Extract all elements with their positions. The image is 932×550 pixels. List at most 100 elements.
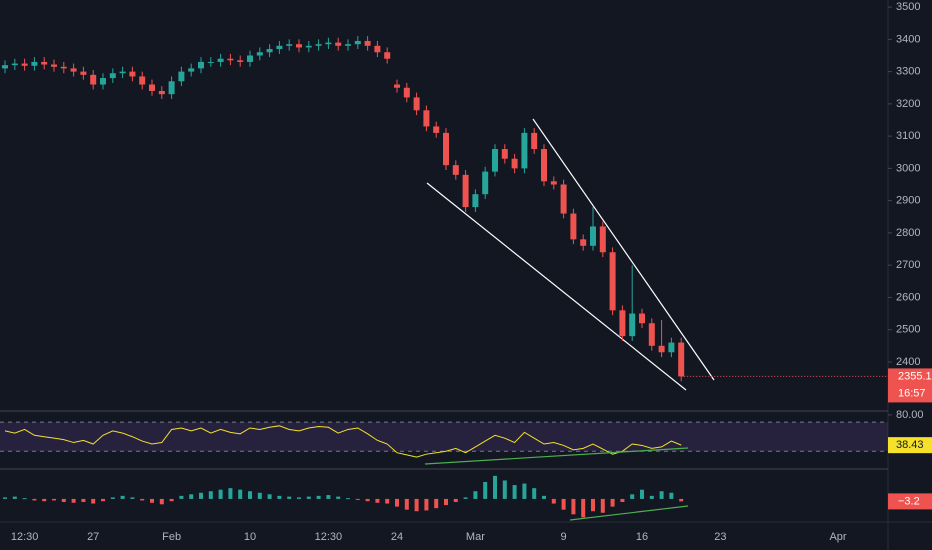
last-price-box — [888, 368, 932, 403]
rsi-line — [4, 425, 682, 458]
histogram-bar — [512, 485, 517, 499]
histogram-bar — [3, 497, 7, 499]
divergence-line — [424, 447, 689, 465]
histogram-bar — [649, 495, 654, 499]
histogram-bar — [179, 495, 184, 499]
x-tick-label: Apr — [829, 531, 846, 543]
histogram-bar — [355, 498, 360, 500]
histogram-bar — [297, 497, 301, 499]
histogram-bar — [130, 497, 135, 499]
rsi-value-box — [888, 437, 932, 454]
x-tick-label: 24 — [391, 531, 403, 543]
y-tick-label: 2500 — [896, 324, 920, 336]
histogram-bar — [571, 498, 576, 515]
histogram-bar — [71, 498, 76, 503]
y-tick-label: 3500 — [896, 1, 920, 13]
candle-body — [590, 226, 596, 246]
candle-body — [482, 171, 489, 195]
histogram-bar — [257, 492, 262, 499]
candle-body — [315, 44, 322, 46]
histogram-bar — [669, 492, 674, 499]
histogram-bar — [551, 498, 556, 504]
candle-body — [433, 126, 440, 133]
histogram-bar — [120, 495, 125, 499]
histogram-bar — [483, 482, 488, 499]
histogram-bar — [346, 498, 350, 500]
candle-body — [237, 60, 244, 62]
histogram-bar — [101, 498, 105, 502]
histogram-bar — [630, 494, 635, 499]
macd-value-label: −3.2 — [898, 495, 920, 507]
histogram-bar — [424, 498, 429, 511]
candle-body — [188, 68, 195, 72]
candle-body — [158, 90, 165, 95]
candle-body — [2, 65, 8, 69]
y-tick-label: 2700 — [896, 259, 920, 271]
x-tick-label: 12:30 — [315, 531, 343, 543]
candle-body — [286, 44, 293, 46]
candle-body — [364, 40, 371, 46]
candle-body — [599, 226, 606, 253]
candle-body — [198, 61, 204, 69]
histogram-bar — [52, 498, 56, 501]
candle-body — [541, 149, 547, 182]
histogram-bar — [493, 475, 497, 499]
candle-body — [276, 45, 283, 50]
histogram-bar — [277, 495, 282, 499]
candle-body — [639, 313, 645, 324]
histogram-bar — [316, 495, 321, 499]
candle-body — [227, 58, 234, 61]
x-tick-label: 16 — [636, 531, 648, 543]
histogram-bar — [199, 492, 203, 499]
histogram-bar — [248, 491, 252, 499]
candle-body — [207, 61, 214, 63]
y-tick-label: 3400 — [896, 33, 920, 45]
histogram-bar — [453, 498, 458, 502]
histogram-bar — [610, 498, 615, 507]
x-tick-label: 12:30 — [11, 531, 39, 543]
candle-body — [80, 71, 87, 75]
x-tick-label: 9 — [561, 531, 567, 543]
histogram-bar — [228, 488, 233, 499]
candle-body — [580, 239, 587, 246]
histogram-bar — [600, 498, 605, 513]
histogram-bar — [414, 498, 419, 512]
y-tick-label: 2400 — [896, 356, 920, 368]
last-price-label: 2355.1 — [898, 370, 932, 382]
candle-body — [658, 345, 665, 353]
candle-body — [139, 76, 146, 85]
histogram-bar — [620, 498, 625, 502]
histogram-bar — [395, 498, 399, 507]
histogram-bar — [169, 498, 174, 502]
candle-body — [629, 313, 636, 337]
x-tick-label: 27 — [87, 531, 99, 543]
x-tick-label: 10 — [244, 531, 256, 543]
histogram-bar — [81, 498, 86, 502]
histogram-bar — [640, 489, 644, 499]
countdown-label: 16:57 — [898, 387, 926, 399]
histogram-bar — [12, 496, 17, 499]
y-tick-label: 3300 — [896, 66, 920, 78]
candle-body — [178, 71, 185, 82]
histogram-bar — [375, 498, 380, 503]
candle-body — [345, 44, 351, 46]
histogram-bar — [189, 494, 194, 499]
histogram-bar — [287, 496, 292, 499]
candle-body — [648, 323, 655, 346]
histogram-bar — [32, 498, 37, 501]
histogram-bar — [110, 497, 115, 499]
y-tick-label: 3100 — [896, 130, 920, 142]
histogram-bar — [208, 491, 213, 499]
histogram-bar — [659, 491, 664, 499]
candle-body — [90, 74, 97, 85]
y-tick-label: 3000 — [896, 162, 920, 174]
y-tick-label: 80.00 — [896, 409, 924, 421]
candle-body — [335, 42, 342, 46]
histogram-bar — [42, 498, 47, 502]
divergence-line — [569, 505, 689, 521]
histogram-bar — [150, 498, 154, 503]
histogram-bar — [434, 498, 439, 509]
candle-body — [531, 132, 538, 150]
candle-body — [511, 158, 518, 169]
